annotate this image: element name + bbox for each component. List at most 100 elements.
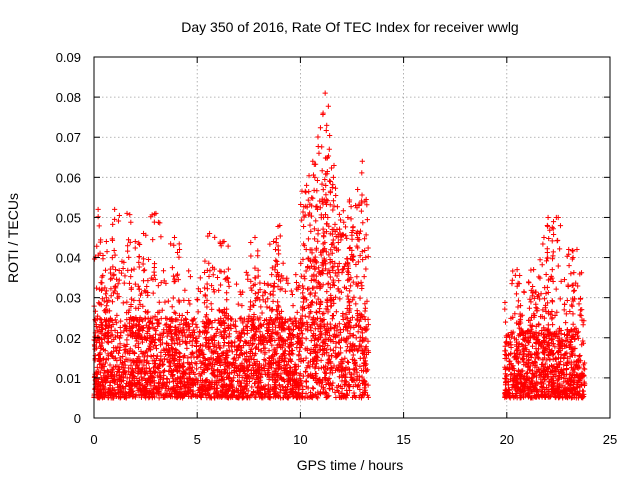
data-point [343, 311, 349, 317]
data-point [111, 336, 117, 342]
data-point [179, 385, 185, 391]
data-point [325, 359, 331, 365]
data-point [353, 335, 359, 341]
data-point [193, 349, 199, 355]
data-point [126, 280, 133, 286]
data-point [300, 357, 307, 364]
data-point [313, 335, 319, 341]
data-point [271, 280, 278, 286]
data-point [295, 326, 302, 332]
data-point [264, 304, 270, 310]
data-point [105, 393, 111, 399]
data-point [258, 304, 264, 310]
data-point [286, 344, 293, 350]
data-point [304, 323, 311, 329]
data-point [143, 379, 150, 386]
data-point [141, 362, 147, 368]
data-point [132, 281, 138, 287]
data-point [281, 365, 287, 371]
data-point [211, 372, 218, 378]
data-point [280, 384, 286, 390]
data-point [119, 360, 126, 366]
data-point [232, 339, 238, 345]
data-point [219, 333, 225, 340]
data-point [355, 259, 361, 265]
data-point [322, 212, 329, 218]
data-point [187, 274, 194, 280]
data-point [131, 393, 137, 399]
y-tick-label: 0.08 [56, 90, 81, 105]
data-point [217, 362, 223, 369]
data-point [365, 382, 371, 388]
data-point [288, 317, 294, 323]
data-point [183, 322, 189, 328]
data-point [193, 361, 199, 367]
data-point [139, 377, 145, 383]
data-point [318, 357, 324, 363]
data-point [190, 317, 197, 323]
data-point [300, 373, 307, 379]
data-point [117, 341, 123, 347]
data-point [172, 388, 179, 395]
data-point [247, 299, 254, 305]
data-point [163, 315, 169, 321]
data-point [357, 363, 363, 369]
data-point [360, 220, 366, 226]
data-point [243, 349, 249, 355]
data-point [335, 339, 342, 345]
data-point [139, 351, 145, 357]
data-point [332, 270, 338, 276]
data-point [161, 356, 168, 362]
data-point [219, 383, 225, 389]
data-point [238, 315, 244, 321]
data-point [163, 280, 169, 287]
data-point [201, 300, 208, 306]
data-point [320, 282, 326, 288]
data-point [335, 267, 341, 273]
data-point [365, 245, 371, 251]
data-point [336, 269, 342, 276]
data-point [318, 271, 324, 277]
data-point [253, 344, 260, 350]
data-point [150, 344, 156, 350]
data-point [203, 314, 209, 320]
data-point [217, 372, 223, 378]
data-point [305, 385, 311, 391]
data-point [359, 200, 365, 206]
x-tick-label: 25 [603, 432, 617, 447]
data-point [112, 355, 119, 361]
data-point [160, 268, 167, 274]
data-point [335, 239, 341, 246]
data-point [247, 350, 253, 357]
data-point [112, 391, 119, 397]
data-point [214, 274, 221, 281]
data-point [341, 219, 347, 225]
data-point [292, 315, 298, 321]
data-point [170, 371, 176, 378]
data-point [305, 236, 312, 242]
data-point [102, 360, 109, 366]
data-point [325, 393, 331, 400]
data-point [219, 389, 226, 396]
data-point [121, 280, 127, 286]
data-point [331, 282, 337, 289]
data-point [264, 339, 270, 345]
data-point [292, 380, 298, 386]
data-point [300, 290, 306, 296]
data-point [145, 389, 151, 395]
data-point [239, 374, 245, 380]
data-point [97, 316, 103, 322]
data-point [325, 336, 332, 343]
data-point [236, 330, 242, 336]
data-point [104, 339, 110, 345]
data-point [161, 367, 168, 374]
data-point [167, 394, 174, 400]
data-point [324, 288, 330, 295]
data-point [103, 291, 109, 297]
data-point [111, 395, 117, 401]
data-point [255, 289, 261, 295]
chart-title: Day 350 of 2016, Rate Of TEC Index for r… [181, 19, 518, 35]
data-point [184, 384, 190, 390]
data-point [186, 268, 192, 274]
data-point [317, 390, 323, 397]
